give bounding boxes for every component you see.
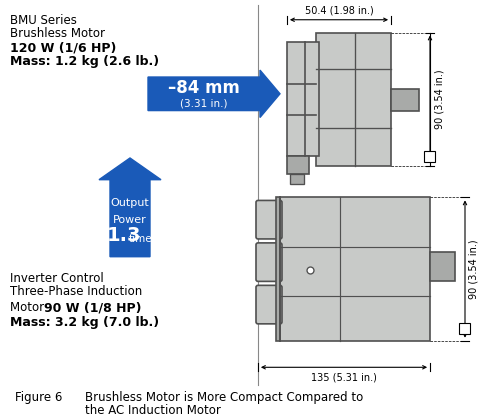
Text: BMU Series: BMU Series bbox=[10, 14, 77, 27]
Text: Three-Phase Induction: Three-Phase Induction bbox=[10, 285, 142, 298]
FancyBboxPatch shape bbox=[256, 285, 282, 324]
FancyArrow shape bbox=[148, 70, 280, 117]
Text: Power: Power bbox=[113, 215, 147, 225]
Text: Motor: Motor bbox=[10, 301, 48, 314]
Bar bbox=[290, 174, 304, 184]
Text: times: times bbox=[128, 234, 158, 244]
FancyBboxPatch shape bbox=[256, 200, 282, 239]
Text: 90 (3.54 in.): 90 (3.54 in.) bbox=[434, 69, 444, 129]
Text: Mass: 3.2 kg (7.0 lb.): Mass: 3.2 kg (7.0 lb.) bbox=[10, 316, 159, 329]
Text: Figure 6: Figure 6 bbox=[15, 391, 62, 404]
FancyBboxPatch shape bbox=[256, 243, 282, 282]
Text: the AC Induction Motor: the AC Induction Motor bbox=[85, 404, 221, 417]
Bar bbox=[424, 151, 435, 162]
Text: 50.4 (1.98 in.): 50.4 (1.98 in.) bbox=[304, 6, 374, 16]
Text: Brushless Motor is More Compact Compared to: Brushless Motor is More Compact Compared… bbox=[85, 391, 363, 404]
Bar bbox=[316, 33, 391, 166]
Text: 120 W (1/6 HP): 120 W (1/6 HP) bbox=[10, 41, 117, 54]
Bar bbox=[280, 197, 430, 341]
Bar bbox=[391, 89, 419, 111]
Text: Inverter Control: Inverter Control bbox=[10, 272, 104, 285]
FancyArrow shape bbox=[99, 158, 161, 257]
Text: 135 (5.31 in.): 135 (5.31 in.) bbox=[311, 372, 377, 382]
Text: 1.3: 1.3 bbox=[107, 226, 142, 246]
Text: Brushless Motor: Brushless Motor bbox=[10, 27, 105, 40]
Text: 90 W (1/8 HP): 90 W (1/8 HP) bbox=[44, 301, 142, 314]
Text: Output: Output bbox=[110, 198, 150, 208]
Bar bbox=[287, 156, 309, 174]
Bar bbox=[287, 42, 319, 156]
Text: –84 mm: –84 mm bbox=[168, 79, 240, 97]
Text: (3.31 in.): (3.31 in.) bbox=[180, 98, 228, 109]
Bar bbox=[459, 323, 470, 334]
Bar bbox=[276, 197, 280, 341]
Text: Mass: 1.2 kg (2.6 lb.): Mass: 1.2 kg (2.6 lb.) bbox=[10, 55, 159, 68]
Text: 90 (3.54 in.): 90 (3.54 in.) bbox=[469, 239, 479, 299]
Bar bbox=[430, 252, 455, 282]
